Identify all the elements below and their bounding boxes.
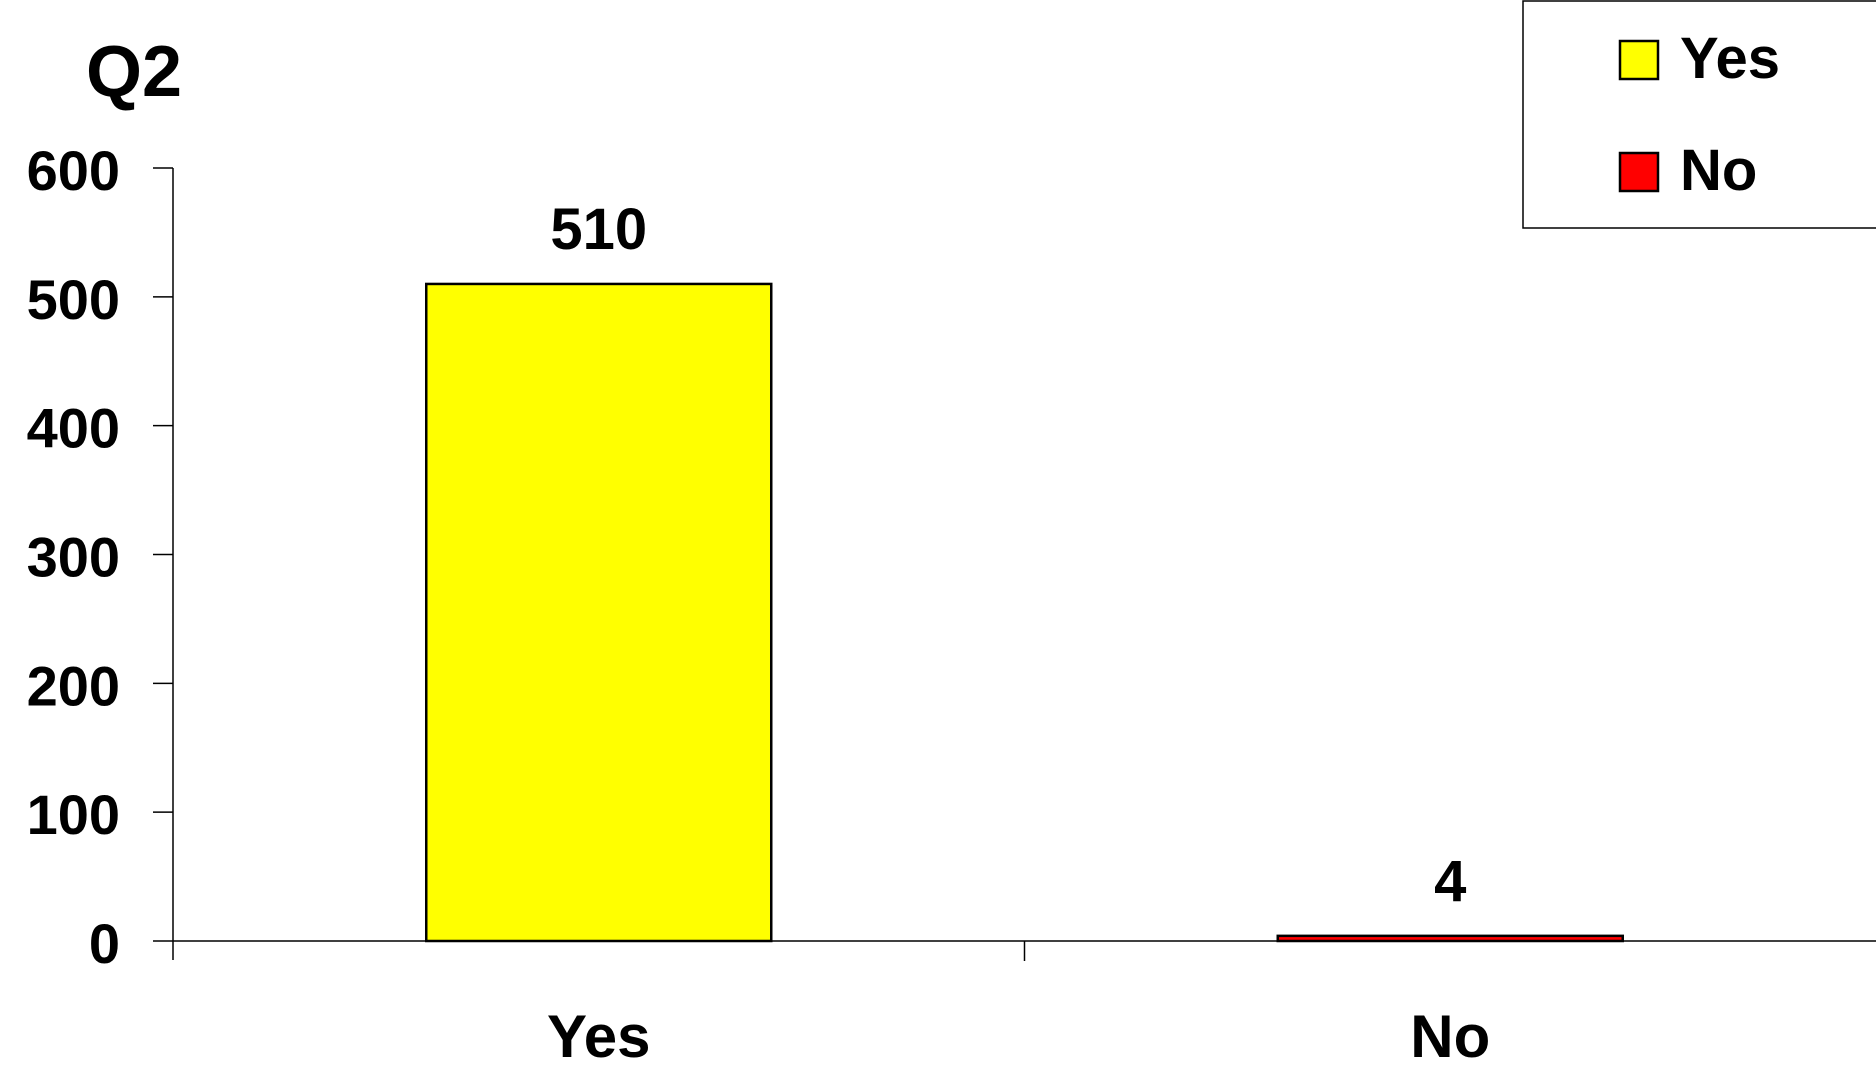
legend-label: No [1680,138,1757,203]
legend: Yes No [1522,0,1876,229]
y-tick-label: 500 [27,268,120,331]
y-tick-label: 300 [27,526,120,589]
data-label: 4 [1434,849,1466,914]
y-tick-label: 400 [27,397,120,460]
chart-title: Q2 [86,32,182,112]
bar-yes [425,282,773,943]
legend-label: Yes [1680,26,1780,91]
x-tick-label: No [1410,1003,1490,1070]
y-tick-label: 100 [27,783,120,846]
bar-no [1276,934,1624,943]
legend-box [1522,0,1876,229]
axes: 0 100 200 300 400 500 600 [27,139,1876,975]
legend-swatch-yes [1618,39,1660,81]
x-tick-label: Yes [547,1003,650,1070]
y-tick-label: 0 [89,912,120,975]
data-label: 510 [550,197,647,262]
y-tick-label: 600 [27,139,120,202]
legend-swatch-no [1618,151,1660,193]
y-tick-label: 200 [27,654,120,717]
bars: 510 Yes 4 No [425,197,1624,1070]
